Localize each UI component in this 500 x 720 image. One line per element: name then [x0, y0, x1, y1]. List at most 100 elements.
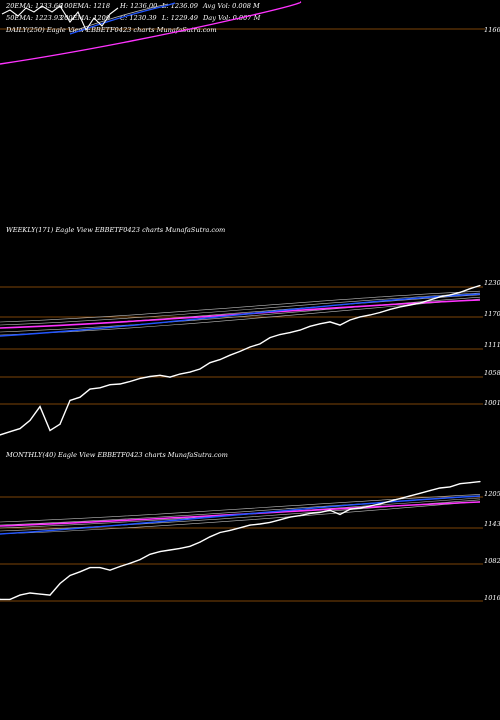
ema-gray-line — [0, 294, 481, 329]
price-point — [259, 343, 261, 345]
stat-day-vol: Day Vol: 0.007 M — [202, 14, 261, 22]
price-point — [229, 354, 231, 356]
price-point — [409, 495, 411, 497]
price-point — [9, 598, 11, 601]
price-point — [49, 594, 51, 596]
price-point — [89, 567, 91, 569]
stat-20ema: 20EMA: 1233.66 — [5, 2, 62, 10]
ema-gray-line — [0, 296, 481, 333]
ytick-label: 1001 — [484, 399, 500, 407]
price-point — [379, 311, 381, 314]
price-point — [159, 374, 161, 376]
ema-blue-line — [0, 293, 481, 337]
price-point — [209, 362, 211, 364]
price-point — [169, 376, 171, 378]
price-line — [0, 284, 481, 436]
price-point — [249, 524, 251, 526]
stat-100ema: 100EMA: 1218 — [60, 2, 110, 10]
price-point — [229, 529, 231, 532]
price-point — [79, 396, 81, 398]
price-point — [459, 483, 461, 485]
ema-gray-line — [0, 290, 481, 323]
price-point — [359, 507, 361, 509]
daily-price-line — [1, 5, 119, 32]
price-point — [99, 567, 101, 569]
price-point — [469, 482, 471, 484]
stat-high: H: 1236.00 — [119, 2, 157, 10]
daily-ema-gray-line — [69, 3, 169, 33]
ema-gray-line — [0, 292, 481, 326]
ytick-label: 1143 — [484, 520, 500, 528]
ema-gray-line — [0, 501, 481, 535]
price-point — [479, 284, 481, 287]
daily-ema-magenta-line — [0, 1, 302, 65]
stat-200ema: 200EMA: 1209 — [59, 14, 110, 22]
price-point — [309, 325, 311, 327]
price-point — [439, 487, 441, 489]
price-point — [279, 333, 281, 336]
price-point — [9, 431, 11, 433]
price-point — [389, 308, 391, 310]
price-point — [239, 350, 241, 352]
ytick-label: 1230 — [484, 279, 500, 287]
price-point — [119, 565, 121, 568]
price-point — [449, 294, 451, 296]
price-point — [149, 375, 151, 378]
price-point — [429, 490, 431, 492]
price-point — [359, 316, 361, 318]
price-point — [59, 423, 61, 425]
stat-low-2: L: 1229.49 — [161, 14, 198, 22]
daily-ema-blue-line — [69, 2, 176, 35]
price-point — [39, 406, 41, 408]
price-point — [139, 559, 141, 561]
price-point — [349, 508, 351, 510]
price-point — [479, 481, 481, 483]
price-point — [369, 505, 371, 507]
price-point — [19, 594, 21, 596]
price-point — [259, 523, 261, 525]
price-point — [429, 299, 431, 301]
price-point — [339, 324, 341, 326]
price-point — [309, 512, 311, 515]
price-point — [329, 509, 331, 511]
price-point — [389, 500, 391, 502]
stats-block: 20EMA: 1233.66 100EMA: 1218 H: 1236.00 L… — [5, 2, 261, 22]
price-point — [379, 503, 381, 505]
price-point — [0, 434, 1, 436]
price-point — [329, 321, 331, 323]
stat-close: C: 1230.39 — [120, 14, 157, 22]
price-point — [219, 531, 221, 534]
price-point — [119, 383, 121, 385]
price-point — [419, 302, 421, 304]
price-point — [179, 547, 181, 550]
price-point — [319, 323, 321, 325]
price-point — [169, 549, 171, 551]
ytick-label: 1016 — [484, 594, 500, 602]
price-point — [99, 387, 101, 389]
price-point — [139, 377, 141, 379]
price-point — [349, 319, 351, 321]
price-point — [269, 337, 271, 339]
price-line — [0, 480, 481, 601]
weekly-panel-label: WEEKLY(171) Eagle View EBBETF0423 charts… — [6, 226, 225, 234]
price-point — [189, 545, 191, 547]
price-point — [289, 332, 291, 334]
price-point — [279, 519, 281, 521]
price-point — [189, 371, 191, 373]
price-point — [29, 419, 31, 421]
price-point — [39, 593, 41, 595]
price-point — [219, 359, 221, 361]
price-point — [249, 346, 251, 348]
price-point — [149, 553, 151, 555]
price-point — [419, 492, 421, 494]
monthly-panel-label: MONTHLY(40) Eagle View EBBETF0423 charts… — [5, 451, 228, 459]
price-point — [319, 511, 321, 513]
price-point — [69, 399, 71, 401]
daily-panel-label: DAILY(250) Eagle View EBBETF0423 charts … — [5, 26, 217, 34]
ytick-label: 1082 — [484, 557, 500, 565]
price-point — [89, 388, 91, 390]
price-point — [69, 574, 71, 577]
price-point — [19, 428, 21, 430]
price-point — [199, 541, 201, 543]
